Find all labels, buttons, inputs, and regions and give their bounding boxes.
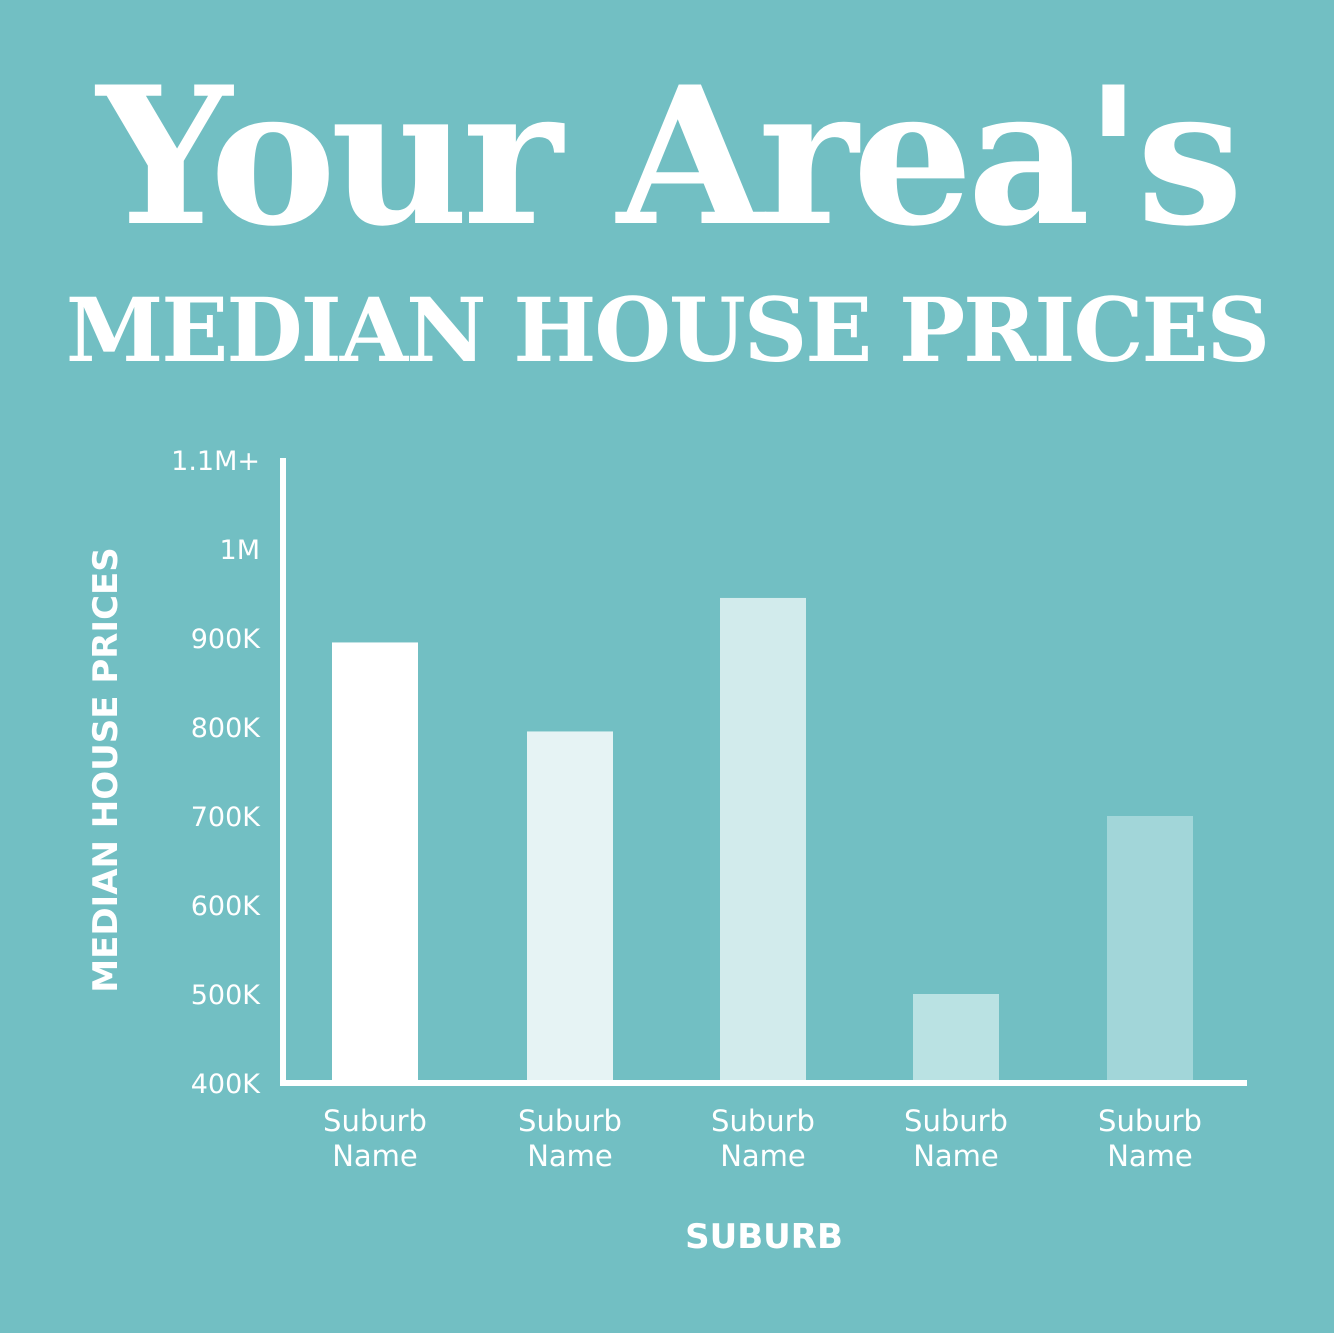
x-category-label: Suburb Name	[323, 1104, 427, 1173]
page-subtitle: MEDIAN HOUSE PRICES	[65, 278, 1270, 382]
x-category-label: Suburb Name	[711, 1104, 815, 1173]
x-category-labels: Suburb Name Suburb Name Suburb Name Suburb Name…	[323, 1104, 1202, 1173]
y-tick-label: 700K	[191, 802, 262, 833]
bar-4	[913, 994, 999, 1083]
x-category-label: Suburb Name	[1098, 1104, 1202, 1173]
page-title: Your Area's	[96, 45, 1244, 268]
y-tick-label: 1.1M+	[171, 446, 260, 477]
y-tick-label: 900K	[191, 624, 262, 655]
bar-5	[1107, 816, 1193, 1083]
x-axis-title: SUBURB	[685, 1217, 843, 1257]
y-tick-label: 400K	[191, 1069, 262, 1100]
x-category-label: Suburb Name	[904, 1104, 1008, 1173]
bar-2	[527, 731, 613, 1083]
y-axis-title: MEDIAN HOUSE PRICES	[86, 547, 126, 992]
y-tick-labels: 400K 500K 600K 700K 800K 900K 1M 1.1M+	[171, 446, 261, 1100]
bar-1	[332, 642, 418, 1083]
bar-group	[332, 597, 1193, 1083]
bar-3	[720, 597, 806, 1083]
x-category-label: Suburb Name	[518, 1104, 622, 1173]
y-tick-label: 1M	[220, 535, 260, 566]
y-tick-label: 800K	[191, 713, 262, 744]
y-tick-label: 500K	[191, 980, 262, 1011]
y-tick-label: 600K	[191, 891, 262, 922]
